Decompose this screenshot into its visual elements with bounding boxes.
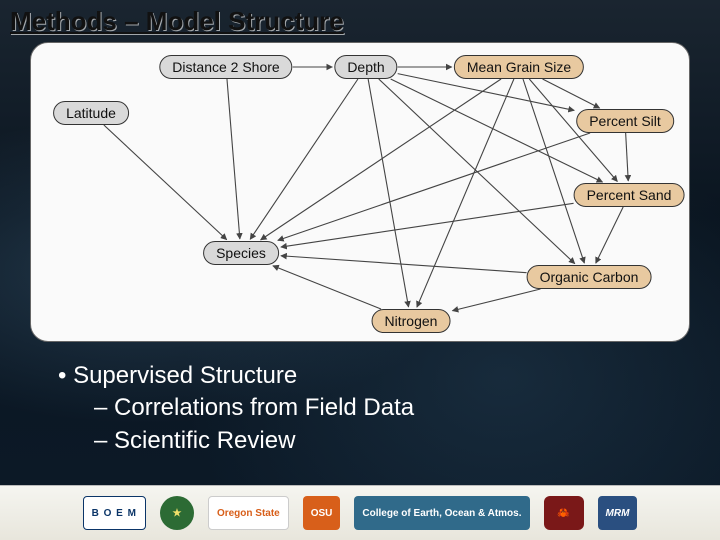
node-nitrogen: Nitrogen bbox=[372, 309, 451, 333]
edge-sand-species bbox=[281, 203, 574, 247]
edge-dist2shore-species bbox=[227, 79, 240, 239]
edge-latitude-species bbox=[104, 125, 227, 240]
node-depth: Depth bbox=[334, 55, 397, 79]
bullet-correlations: Correlations from Field Data bbox=[94, 392, 414, 424]
edge-organic-species bbox=[281, 256, 527, 273]
logo-odfw: ★ bbox=[160, 496, 194, 530]
node-latitude: Latitude bbox=[53, 101, 129, 125]
node-species: Species bbox=[203, 241, 279, 265]
node-dist2shore: Distance 2 Shore bbox=[159, 55, 292, 79]
bullet-supervised: Supervised Structure bbox=[58, 360, 414, 392]
edge-organic-nitrogen bbox=[452, 289, 540, 311]
bullet-list: Supervised Structure Correlations from F… bbox=[58, 360, 414, 457]
edge-nitrogen-species bbox=[273, 266, 381, 309]
edge-depth-silt bbox=[398, 74, 575, 111]
logo-mrm: MRM bbox=[598, 496, 638, 530]
node-organic: Organic Carbon bbox=[527, 265, 652, 289]
logo-crab: 🦀 bbox=[544, 496, 584, 530]
slide-title: Methods – Model Structure bbox=[10, 6, 344, 37]
bullet-review: Scientific Review bbox=[94, 425, 414, 457]
slide: Methods – Model Structure Latitude Distan… bbox=[0, 0, 720, 540]
node-silt: Percent Silt bbox=[576, 109, 674, 133]
footer-logo-strip: B O E M ★ Oregon State OSU College of Ea… bbox=[0, 485, 720, 540]
edge-grain-species bbox=[261, 79, 501, 240]
logo-boem: B O E M bbox=[83, 496, 146, 530]
edge-depth-organic bbox=[379, 79, 575, 264]
edge-depth-nitrogen bbox=[368, 79, 408, 307]
logo-osu: OSU bbox=[303, 496, 341, 530]
node-sand: Percent Sand bbox=[574, 183, 685, 207]
node-grain: Mean Grain Size bbox=[454, 55, 584, 79]
edge-sand-organic bbox=[596, 207, 623, 263]
network-diagram: Latitude Distance 2 Shore Depth Mean Grain … bbox=[30, 42, 690, 342]
logo-oregon-state: Oregon State bbox=[208, 496, 289, 530]
logo-coas: College of Earth, Ocean & Atmos. bbox=[354, 496, 529, 530]
edge-depth-species bbox=[250, 79, 358, 239]
edge-silt-sand bbox=[626, 133, 629, 181]
